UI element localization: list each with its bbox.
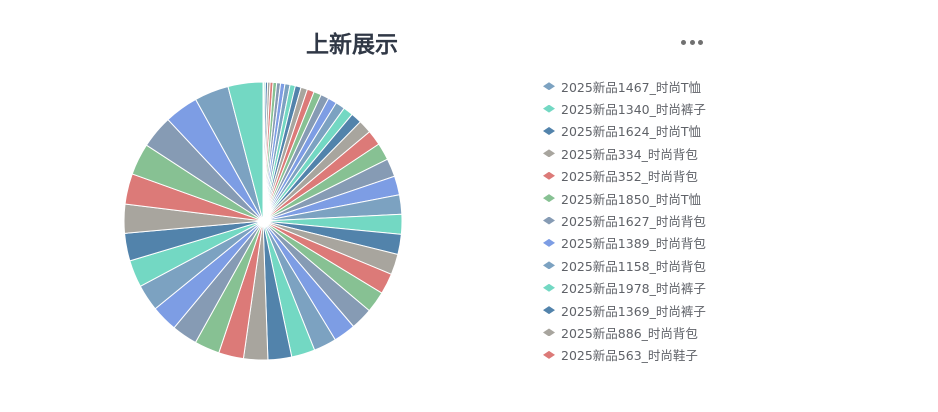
legend-label: 2025新品1369_时尚裤子 — [561, 303, 706, 319]
legend-item[interactable]: 2025新品1978_时尚裤子 — [538, 277, 738, 299]
legend-marker — [543, 82, 555, 91]
legend-label: 2025新品886_时尚背包 — [561, 325, 698, 341]
more-horizontal-icon — [681, 36, 703, 48]
legend-item[interactable]: 2025新品1389_时尚背包 — [538, 232, 738, 254]
legend-marker — [543, 126, 555, 135]
legend-item[interactable]: 2025新品1627_时尚背包 — [538, 209, 738, 231]
legend-item[interactable]: 2025新品1369_时尚裤子 — [538, 299, 738, 321]
legend-marker — [543, 216, 555, 225]
legend-item[interactable]: 2025新品1624_时尚T恤 — [538, 120, 738, 142]
legend-label: 2025新品1624_时尚T恤 — [561, 124, 702, 140]
chart-title: 上新展示 — [306, 32, 398, 58]
legend-marker — [543, 194, 555, 203]
legend-item[interactable]: 2025新品1340_时尚裤子 — [538, 97, 738, 119]
legend-item[interactable]: 2025新品886_时尚背包 — [538, 321, 738, 343]
legend-marker — [543, 328, 555, 337]
legend-item[interactable]: 2025新品334_时尚背包 — [538, 142, 738, 164]
legend-label: 2025新品1389_时尚背包 — [561, 236, 706, 252]
legend-marker — [543, 261, 555, 270]
legend-marker — [543, 350, 555, 359]
legend-label: 2025新品1978_时尚裤子 — [561, 281, 706, 297]
more-icon-dot — [681, 39, 686, 45]
more-icon-dot — [689, 39, 695, 45]
legend-marker — [543, 306, 555, 315]
legend-label: 2025新品334_时尚背包 — [561, 146, 698, 162]
legend-marker — [543, 104, 555, 113]
legend-label: 2025新品1627_时尚背包 — [561, 214, 706, 230]
legend-marker — [543, 238, 555, 247]
legend-item[interactable]: 2025新品1158_时尚背包 — [538, 254, 738, 276]
legend-label: 2025新品352_时尚背包 — [561, 169, 698, 185]
legend: 2025新品1467_时尚T恤 2025新品1340_时尚裤子 2025新品1624… — [538, 75, 738, 372]
legend-label: 2025新品563_时尚鞋子 — [561, 348, 698, 364]
legend-label: 2025新品1158_时尚背包 — [561, 258, 706, 274]
legend-item[interactable]: 2025新品1467_时尚T恤 — [538, 75, 738, 97]
pie-chart — [123, 81, 403, 361]
pie-slice[interactable] — [227, 81, 264, 222]
more-options-button[interactable] — [680, 36, 704, 48]
legend-label: 2025新品1467_时尚T恤 — [561, 79, 702, 95]
legend-marker — [543, 149, 555, 158]
legend-item[interactable]: 2025新品1850_时尚T恤 — [538, 187, 738, 209]
legend-item[interactable]: 2025新品352_时尚背包 — [538, 165, 738, 187]
legend-label: 2025新品1340_时尚裤子 — [561, 102, 706, 118]
legend-label: 2025新品1850_时尚T恤 — [561, 191, 702, 207]
more-icon-dot — [698, 39, 703, 45]
legend-marker — [543, 283, 555, 292]
legend-marker — [543, 171, 555, 180]
legend-item[interactable]: 2025新品563_时尚鞋子 — [538, 344, 738, 366]
